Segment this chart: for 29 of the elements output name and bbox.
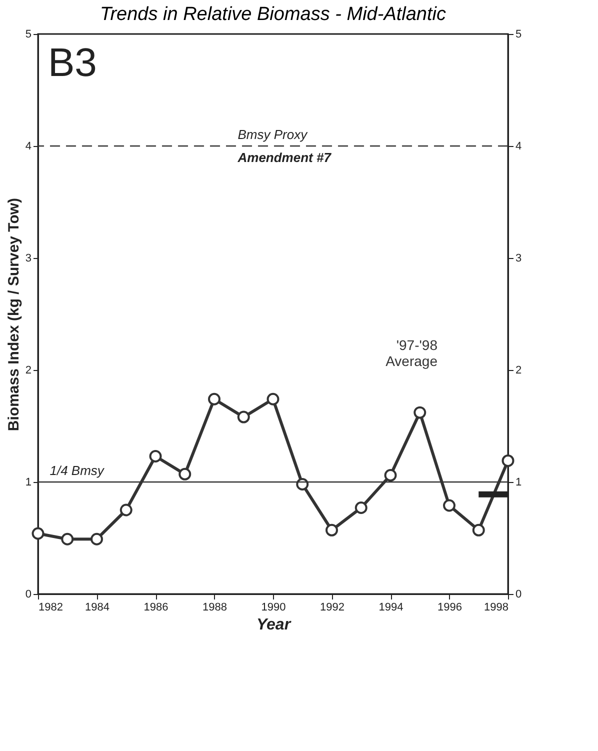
x-tick-label: 1990 xyxy=(261,602,286,614)
annotation: '97-'98 Average xyxy=(386,337,438,370)
ref-line-label: 1/4 Bmsy xyxy=(50,463,106,478)
x-tick-label: 1986 xyxy=(144,602,168,614)
x-tick-label: 1996 xyxy=(438,602,462,614)
y-tick-label: 3 xyxy=(25,252,32,264)
x-axis-title: Year xyxy=(256,616,292,634)
y-tick-label: 1 xyxy=(25,476,32,488)
annotation: B3 xyxy=(48,41,97,85)
y-tick-label: 5 xyxy=(25,28,32,40)
ref-line-label: Bmsy Proxy xyxy=(238,127,309,142)
y2-tick-label: 0 xyxy=(516,588,522,600)
y-axis-title: Biomass Index (kg / Survey Tow) xyxy=(5,198,22,432)
x-tick-label: 1984 xyxy=(85,602,110,614)
y2-tick-label: 5 xyxy=(516,28,522,40)
y2-tick-label: 1 xyxy=(516,476,522,488)
y-tick-label: 4 xyxy=(25,140,32,152)
x-tick-label: 1992 xyxy=(320,602,344,614)
y2-tick-label: 2 xyxy=(516,364,522,376)
y-tick-label: 2 xyxy=(25,364,32,376)
x-tick-label: 1988 xyxy=(202,602,227,614)
annotation: Amendment #7 xyxy=(236,150,332,165)
y-tick-label: 0 xyxy=(25,588,32,600)
y2-tick-label: 4 xyxy=(516,140,522,152)
chart-title: Trends in Relative Biomass - Mid-Atlantic xyxy=(100,4,446,25)
x-tick-label: 1998 xyxy=(484,602,508,614)
x-tick-label: 1994 xyxy=(378,602,404,614)
y2-tick-label: 3 xyxy=(516,252,522,264)
x-tick-label: 1982 xyxy=(38,602,63,614)
